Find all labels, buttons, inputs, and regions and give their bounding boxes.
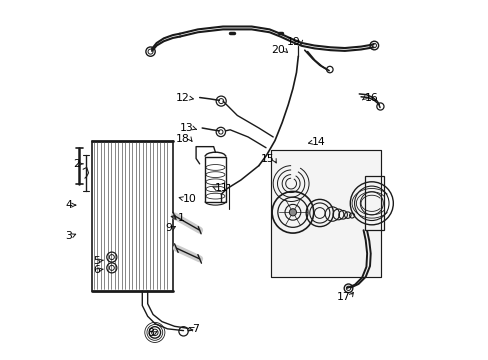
Text: 8: 8 <box>147 328 154 338</box>
Text: 12: 12 <box>176 93 190 103</box>
Bar <box>204 157 225 202</box>
Text: 2: 2 <box>73 159 80 169</box>
Text: 3: 3 <box>65 231 72 240</box>
Text: 1: 1 <box>178 213 184 222</box>
Text: 13: 13 <box>180 123 193 133</box>
Text: 18: 18 <box>176 134 190 144</box>
Bar <box>271 149 380 277</box>
Text: 15: 15 <box>260 154 274 164</box>
Bar <box>271 149 380 277</box>
Text: 14: 14 <box>311 138 325 147</box>
Text: 20: 20 <box>270 45 285 55</box>
Text: 17: 17 <box>336 292 349 302</box>
Text: 19: 19 <box>286 37 300 47</box>
Text: 6: 6 <box>93 265 100 275</box>
Text: 10: 10 <box>183 194 196 204</box>
Text: 16: 16 <box>364 93 378 103</box>
Text: 5: 5 <box>93 256 100 266</box>
Text: 7: 7 <box>192 324 199 334</box>
Text: 4: 4 <box>65 200 72 210</box>
Text: 9: 9 <box>165 224 172 233</box>
Circle shape <box>289 209 296 216</box>
Bar <box>364 176 384 230</box>
Text: 11: 11 <box>215 183 228 193</box>
